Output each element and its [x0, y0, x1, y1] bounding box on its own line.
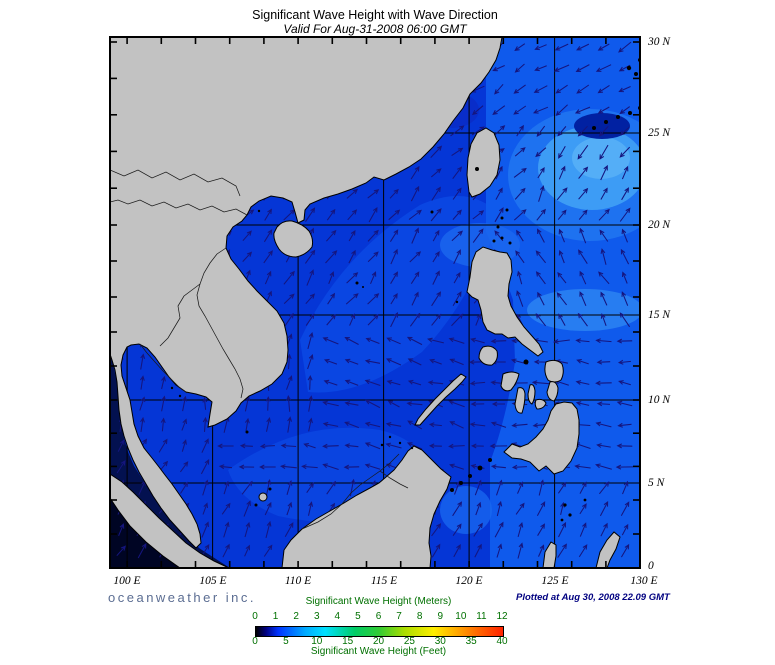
feet-tick: 0 — [252, 636, 258, 647]
land-mainland-asia — [110, 37, 503, 549]
land-hainan — [273, 220, 314, 258]
land-sumatra — [110, 473, 230, 568]
map-frame — [109, 36, 641, 569]
meters-tick: 11 — [476, 611, 487, 622]
page-subtitle: Valid For Aug-31-2008 06:00 GMT — [283, 22, 467, 36]
lat-label: 5 N — [648, 477, 665, 489]
lat-label: 30 N — [648, 36, 671, 48]
meters-tick: 4 — [334, 611, 341, 622]
plotted-timestamp: Plotted at Aug 30, 2008 22.09 GMT — [516, 592, 670, 603]
meters-tick: 1 — [272, 611, 279, 622]
lon-label: 130 E — [630, 575, 658, 587]
lat-label: 0 — [648, 560, 654, 572]
land-borneo — [281, 445, 452, 568]
land-samar — [544, 359, 564, 383]
lon-label: 125 E — [541, 575, 569, 587]
legend-meters-title: Significant Wave Height (Meters) — [305, 596, 452, 607]
borders-layer — [110, 169, 409, 530]
lon-label: 115 E — [370, 575, 398, 587]
meters-tick: 12 — [496, 611, 508, 622]
feet-tick: 5 — [283, 636, 289, 647]
meters-tick: 5 — [355, 611, 361, 622]
land-palawan — [414, 373, 467, 426]
feet-tick: 30 — [434, 636, 446, 647]
meters-tick: 6 — [375, 611, 382, 622]
meters-tick: 8 — [416, 611, 423, 622]
land-mindoro — [478, 345, 498, 366]
meters-tick: 0 — [252, 611, 258, 622]
legend-feet-title: Significant Wave Height (Feet) — [310, 646, 447, 657]
land-natuna — [258, 492, 268, 502]
land-sangihe — [595, 531, 621, 568]
feet-tick: 35 — [465, 636, 477, 647]
feet-tick: 20 — [372, 636, 385, 647]
feet-tick: 10 — [311, 636, 323, 647]
land-leyte — [546, 381, 559, 402]
land-mindanao — [503, 401, 580, 475]
land-cebu — [527, 384, 536, 405]
meters-tick: 10 — [455, 611, 467, 622]
page-title: Significant Wave Height with Wave Direct… — [252, 8, 498, 22]
land-layer — [110, 37, 621, 568]
land-luzon — [466, 246, 544, 357]
feet-tick: 25 — [403, 636, 415, 647]
oceanweather-logo: oceanweather inc. — [108, 590, 257, 605]
feet-tick: 15 — [342, 636, 354, 647]
land-taiwan — [466, 127, 501, 198]
lat-label: 15 N — [648, 309, 671, 321]
meters-tick: 9 — [437, 611, 444, 622]
lon-label: 100 E — [113, 575, 141, 587]
lat-label: 10 N — [648, 394, 671, 406]
lat-label: 20 N — [648, 219, 671, 231]
meters-tick: 2 — [293, 611, 299, 622]
land-negros — [514, 387, 526, 414]
land-panay — [500, 371, 520, 392]
lon-label: 110 E — [284, 575, 312, 587]
meters-tick: 7 — [396, 611, 402, 622]
meters-tick: 3 — [313, 611, 320, 622]
legend-colorbar — [255, 626, 504, 637]
lon-label: 105 E — [199, 575, 227, 587]
lon-label: 120 E — [455, 575, 483, 587]
land-bohol — [534, 398, 547, 410]
land-sulawesi-arm — [542, 541, 557, 568]
feet-tick: 40 — [496, 636, 508, 647]
lat-label: 25 N — [648, 127, 671, 139]
